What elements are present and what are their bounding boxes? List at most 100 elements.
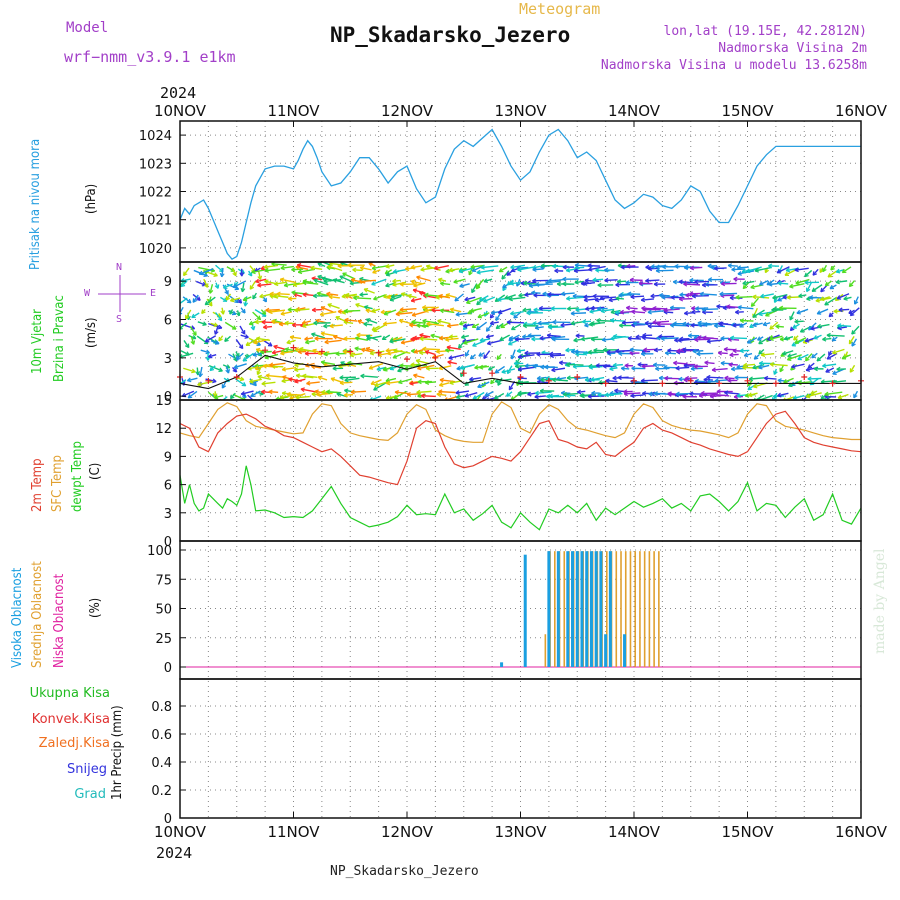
wind-vector [249, 281, 256, 290]
wind-vector-head [455, 392, 460, 395]
wind-vector-head [676, 350, 681, 354]
wind-vector [459, 321, 467, 325]
wind-vector-head [214, 331, 219, 335]
precip-tick-label: 0 [164, 812, 172, 827]
wind-vector [411, 310, 427, 317]
wind-vector-head [547, 280, 553, 284]
wind-vector-head [225, 297, 231, 301]
wind-gust-marker [233, 374, 240, 380]
wind-vector [328, 295, 340, 299]
wind-vector-head [422, 306, 427, 310]
wind-vector-head [257, 376, 262, 380]
wind-vector [784, 336, 794, 340]
wind-vector-head [424, 310, 429, 313]
wind-vector-head [320, 332, 325, 337]
wind-gust-marker [375, 349, 382, 356]
wind-vector [395, 311, 413, 315]
wind-vector [438, 278, 447, 282]
wind-vector-head [532, 269, 537, 272]
wind-vector-head [642, 309, 647, 313]
wind-vector [527, 392, 536, 396]
wind-vector [770, 363, 788, 367]
wind-vector [353, 297, 372, 300]
wind-vector-head [532, 280, 537, 284]
legend-freezing-rain: Zaledj.Kisa [38, 736, 110, 751]
wind-vector-head [421, 325, 426, 329]
wind-vector [196, 335, 209, 345]
wind-vector-head [566, 377, 571, 381]
wind-vector-head [419, 352, 424, 356]
wind-vector-head [644, 322, 649, 326]
wind-vector-head [456, 397, 461, 400]
wind-vector-head [252, 354, 257, 357]
cloud-high-bar [580, 551, 584, 667]
wind-vector-head [252, 296, 257, 300]
wind-vector-head [804, 275, 809, 278]
top-date-label: 12NOV [381, 102, 434, 120]
wind-vector [359, 293, 368, 296]
wind-vector [466, 296, 482, 304]
wind-vector-head [829, 315, 834, 318]
wind-gust-marker [262, 347, 269, 354]
wind-vector [570, 312, 587, 315]
wind-vector [494, 365, 505, 374]
wind-vector-head [294, 364, 299, 368]
wind-vector [794, 320, 804, 323]
wind-vector-head [217, 402, 221, 403]
cloud-high-bar [585, 551, 589, 667]
wind-vector-head [527, 394, 532, 397]
legend-hail: Grad [74, 787, 106, 802]
wind-vector-head [836, 271, 841, 274]
sfc-temp-line [179, 401, 861, 443]
wind-vector-head [813, 368, 818, 372]
wind-vector-head [737, 273, 742, 276]
wind-vector [532, 268, 544, 271]
wind-vector [624, 392, 641, 395]
wind-vector [344, 393, 354, 396]
elevation-label: Nadmorska Visina 2m [718, 41, 867, 56]
wind-vector-head [655, 270, 660, 274]
wind-vector-head [728, 363, 733, 368]
wind-vector-head [410, 267, 415, 270]
wind-vector [782, 350, 794, 355]
wind-vector-head [233, 325, 237, 330]
wind-vector-head [445, 271, 450, 274]
wind-vector-head [758, 367, 763, 370]
footer-station: NP_Skadarsko_Jezero [330, 864, 479, 879]
wind-vector-head [727, 379, 732, 383]
wind-vector [567, 307, 579, 310]
wind-vector [849, 364, 856, 373]
wind-vector [535, 283, 553, 286]
wind-vector [302, 375, 318, 379]
wind-vector-head [614, 312, 619, 316]
wind-vector-head [510, 313, 515, 316]
wind-vector-head [281, 369, 287, 372]
wind-vector [479, 338, 490, 342]
wind-vector [383, 309, 397, 316]
wind-vector-head [589, 324, 594, 327]
wind-vector-head [251, 271, 256, 275]
temp-tick-label: 12 [155, 422, 172, 437]
wind-vector [261, 381, 276, 385]
wind-vector-head [838, 309, 843, 313]
wind-vector-head [748, 394, 753, 398]
wind-vector-head [419, 338, 424, 342]
wind-vector-head [394, 391, 399, 395]
wind-vector [302, 293, 315, 297]
wind-vector-head [311, 365, 315, 370]
legend-total-rain: Ukupna Kisa [29, 686, 110, 701]
wind-vector-head [187, 380, 192, 383]
temp-tick-label: 0 [164, 535, 172, 550]
wind-vector-head [476, 272, 481, 275]
wind-vector [221, 267, 224, 277]
cloud-mid-bar [648, 551, 651, 667]
wind-vector-head [772, 297, 777, 300]
wind-vector [445, 349, 454, 352]
wind-vector [517, 377, 527, 380]
wind-vector [758, 337, 768, 345]
wind-vector-head [647, 311, 652, 315]
wind-vector [371, 278, 387, 286]
wind-vector-head [675, 393, 680, 397]
wind-vector [395, 391, 410, 395]
cloud-high-bar [594, 551, 598, 667]
